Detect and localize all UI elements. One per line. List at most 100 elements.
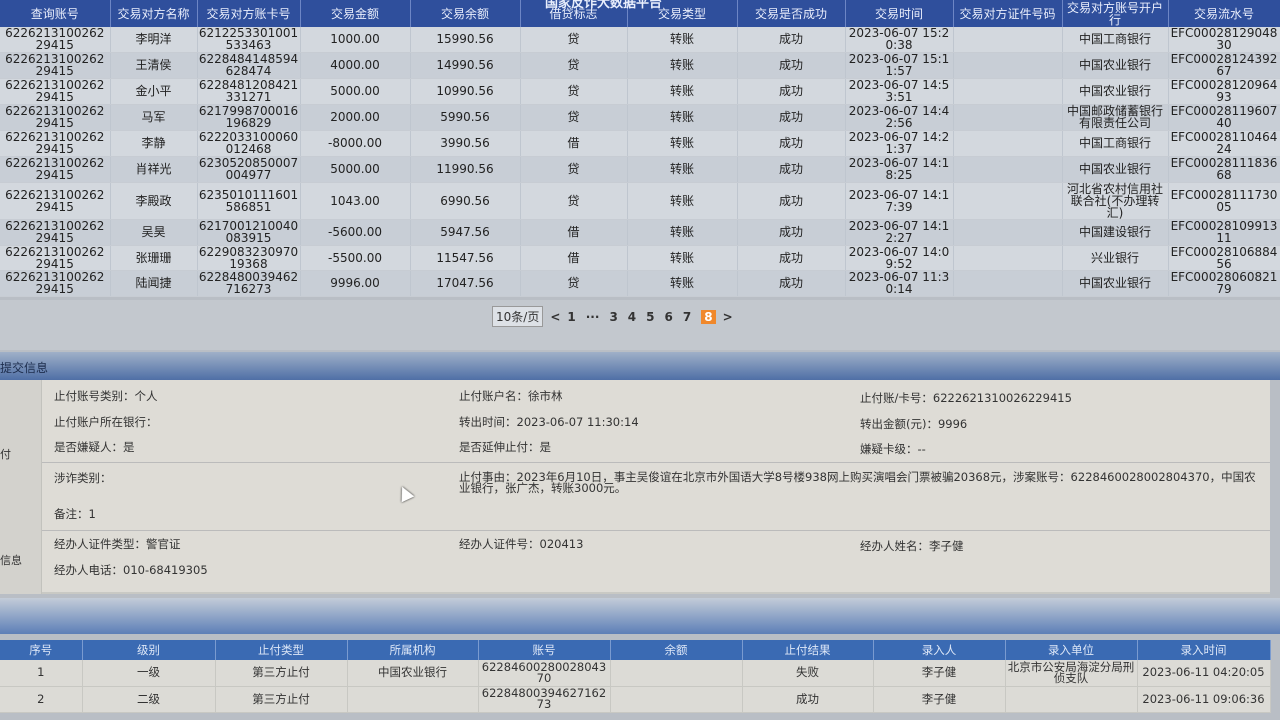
table-cell: 6230520850007004977 xyxy=(197,156,301,183)
table-cell: 成功 xyxy=(737,270,846,297)
prev-page-button[interactable]: < xyxy=(550,309,561,324)
table-cell: 马军 xyxy=(110,104,198,131)
table-cell: 5000.00 xyxy=(300,78,411,105)
table-row[interactable]: 6226213100262 29415 陆闻捷 622848003946271627… xyxy=(0,270,1280,297)
table-row[interactable]: 1 一级 第三方止付 中国农业银行 6228460028002804370 失败 李子健 北京… xyxy=(0,660,1271,687)
table-cell: 17047.56 xyxy=(410,270,521,297)
table-cell: 吴昊 xyxy=(110,219,198,246)
column-header[interactable]: 录入时间 xyxy=(1137,640,1271,660)
table-cell: 6990.56 xyxy=(410,182,521,220)
table-row[interactable]: 6226213100262 29415 马军 6217998700016196829… xyxy=(0,104,1280,131)
table-row[interactable]: 6226213100262 29415 李殿政 623501011160158685… xyxy=(0,182,1280,220)
column-header[interactable]: 借贷标志 xyxy=(520,0,628,27)
column-header[interactable]: 交易对方名称 xyxy=(110,0,198,27)
table-cell: 6226213100262 29415 xyxy=(0,104,111,131)
next-page-button[interactable]: > xyxy=(722,309,733,324)
submit-info-panel: 付 信息 止付账号类别：个人 止付账户名：徐市林 止付账/卡号：62226213… xyxy=(0,380,1270,594)
table-cell: EFC0002812904830 xyxy=(1168,27,1280,53)
table-cell: 15990.56 xyxy=(410,27,521,53)
table-row[interactable]: 2 二级 第三方止付 6228480039462716273 成功 李子健 2023-06-… xyxy=(0,686,1271,713)
table-cell xyxy=(953,270,1063,297)
page-button-7[interactable]: 7 xyxy=(682,309,692,324)
table-cell: 转账 xyxy=(627,78,738,105)
page-size-select[interactable]: 10条/页 xyxy=(492,306,544,327)
column-header[interactable]: 交易对方账卡号 xyxy=(197,0,301,27)
table-row[interactable]: 6226213100262 29415 李明洋 621225330100153346… xyxy=(0,27,1280,53)
table-cell: 贷 xyxy=(520,104,628,131)
table-cell: 中国农业银行 xyxy=(1062,156,1169,183)
table-cell: 6226213100262 29415 xyxy=(0,156,111,183)
table-cell: 转账 xyxy=(627,182,738,220)
column-header[interactable]: 录入人 xyxy=(873,640,1006,660)
table-row[interactable]: 6226213100262 29415 王清侯 622848414859462847… xyxy=(0,52,1280,79)
table-cell: 成功 xyxy=(737,52,846,79)
table-cell: 兴业银行 xyxy=(1062,245,1169,271)
column-header[interactable]: 止付结果 xyxy=(742,640,874,660)
table-cell xyxy=(610,686,743,713)
table-cell: 2023-06-11 04:20:05 xyxy=(1137,660,1271,687)
column-header[interactable]: 交易是否成功 xyxy=(737,0,846,27)
column-header[interactable]: 账号 xyxy=(478,640,611,660)
column-header[interactable]: 级别 xyxy=(82,640,216,660)
column-header[interactable]: 录入单位 xyxy=(1005,640,1138,660)
table-cell: 借 xyxy=(520,219,628,246)
column-header[interactable]: 交易流水号 xyxy=(1168,0,1280,27)
table-row[interactable]: 6226213100262 29415 肖祥光 623052085000700497… xyxy=(0,156,1280,183)
table-cell: 借 xyxy=(520,130,628,157)
page-button-3[interactable]: 3 xyxy=(609,309,618,324)
table-cell: 李殿政 xyxy=(110,182,198,220)
table-row[interactable]: 6226213100262 29415 张珊珊 622908323097019368… xyxy=(0,245,1280,271)
column-header[interactable]: 止付类型 xyxy=(215,640,348,660)
table-cell xyxy=(1005,686,1138,713)
table-cell: EFC0002812096493 xyxy=(1168,78,1280,105)
table-cell: 14990.56 xyxy=(410,52,521,79)
table-cell xyxy=(953,130,1063,157)
column-header[interactable]: 余额 xyxy=(610,640,743,660)
page-button-···[interactable]: ··· xyxy=(585,309,600,324)
transactions-table: 查询账号 交易对方名称 交易对方账卡号 交易金额 交易余额 借贷标志 交易类型 交易是否成功交… xyxy=(0,0,1280,297)
column-header[interactable]: 交易对方证件号码 xyxy=(953,0,1063,27)
table-cell: 转账 xyxy=(627,219,738,246)
table-cell: 李子健 xyxy=(873,660,1006,687)
table-cell: 1000.00 xyxy=(300,27,411,53)
column-header[interactable]: 交易对方账号开户行 xyxy=(1062,0,1169,27)
table-row[interactable]: 6226213100262 29415 李静 6222033100060012468… xyxy=(0,130,1280,157)
table-cell: 6222033100060012468 xyxy=(197,130,301,157)
column-header[interactable]: 交易金额 xyxy=(300,0,411,27)
table-cell: 贷 xyxy=(520,78,628,105)
table-cell: 2 xyxy=(0,686,83,713)
app-title: 国家反诈大数据平台 xyxy=(545,0,663,11)
column-header[interactable]: 交易余额 xyxy=(410,0,521,27)
handler-id-type: 经办人证件类型：警官证 xyxy=(54,537,181,551)
table-cell: 转账 xyxy=(627,52,738,79)
table-row[interactable]: 6226213100262 29415 金小平 622848120842133127… xyxy=(0,78,1280,105)
table-cell xyxy=(347,686,479,713)
table-cell: 3990.56 xyxy=(410,130,521,157)
column-header[interactable]: 所属机构 xyxy=(347,640,479,660)
table-cell: 北京市公安局海淀分局刑侦支队 xyxy=(1005,660,1138,687)
table-cell: 1 xyxy=(0,660,83,687)
table-cell: 2000.00 xyxy=(300,104,411,131)
table-cell: 张珊珊 xyxy=(110,245,198,271)
column-header[interactable]: 序号 xyxy=(0,640,83,660)
column-header[interactable]: 查询账号 xyxy=(0,0,111,27)
page-button-5[interactable]: 5 xyxy=(646,309,655,324)
table-cell xyxy=(953,104,1063,131)
column-header[interactable]: 交易时间 xyxy=(845,0,954,27)
table-cell: 成功 xyxy=(742,686,874,713)
table-cell: 5990.56 xyxy=(410,104,521,131)
table-cell: 6228460028002804370 xyxy=(478,660,611,687)
page-button-8[interactable]: 8 xyxy=(701,309,716,324)
page-button-1[interactable]: 1 xyxy=(567,309,576,324)
account-bank: 止付账户所在银行： xyxy=(54,415,158,429)
is-suspect: 是否嫌疑人：是 xyxy=(54,440,135,454)
remark: 备注：1 xyxy=(54,507,96,521)
column-header[interactable]: 交易类型 xyxy=(627,0,738,27)
table-cell: 贷 xyxy=(520,270,628,297)
table-row[interactable]: 6226213100262 29415 吴昊 6217001210040083915… xyxy=(0,219,1280,246)
table-cell: 成功 xyxy=(737,27,846,53)
table-cell xyxy=(953,52,1063,79)
page-button-6[interactable]: 6 xyxy=(664,309,673,324)
table-cell: 成功 xyxy=(737,182,846,220)
page-button-4[interactable]: 4 xyxy=(627,309,637,324)
